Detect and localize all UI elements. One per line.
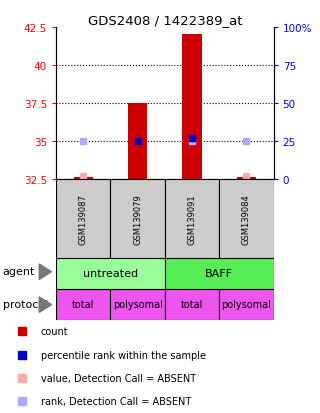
Text: BAFF: BAFF (205, 268, 233, 279)
Polygon shape (39, 264, 52, 280)
Text: GSM139084: GSM139084 (242, 194, 251, 244)
Text: GSM139079: GSM139079 (133, 194, 142, 244)
Text: value, Detection Call = ABSENT: value, Detection Call = ABSENT (41, 373, 196, 383)
Text: rank, Detection Call = ABSENT: rank, Detection Call = ABSENT (41, 396, 191, 406)
Bar (165, 258, 274, 289)
Polygon shape (39, 297, 52, 313)
Bar (56, 258, 165, 289)
Text: untreated: untreated (83, 268, 138, 279)
Text: GSM139091: GSM139091 (188, 194, 196, 244)
Bar (182, 35, 202, 180)
Text: total: total (72, 299, 94, 310)
Text: protocol: protocol (3, 299, 48, 310)
Bar (56, 289, 110, 320)
Text: agent: agent (3, 267, 35, 277)
Bar (110, 180, 165, 258)
Text: polysomal: polysomal (113, 299, 163, 310)
Bar (56, 180, 110, 258)
Text: GSM139087: GSM139087 (79, 194, 88, 244)
Bar (165, 180, 219, 258)
Title: GDS2408 / 1422389_at: GDS2408 / 1422389_at (88, 14, 242, 26)
Text: percentile rank within the sample: percentile rank within the sample (41, 350, 206, 360)
Bar (219, 289, 274, 320)
Bar (110, 289, 165, 320)
Bar (74, 178, 93, 180)
Text: polysomal: polysomal (221, 299, 271, 310)
Text: total: total (181, 299, 203, 310)
Bar (237, 178, 256, 180)
Bar (219, 180, 274, 258)
Text: count: count (41, 327, 68, 337)
Bar (165, 289, 219, 320)
Bar (128, 104, 147, 180)
